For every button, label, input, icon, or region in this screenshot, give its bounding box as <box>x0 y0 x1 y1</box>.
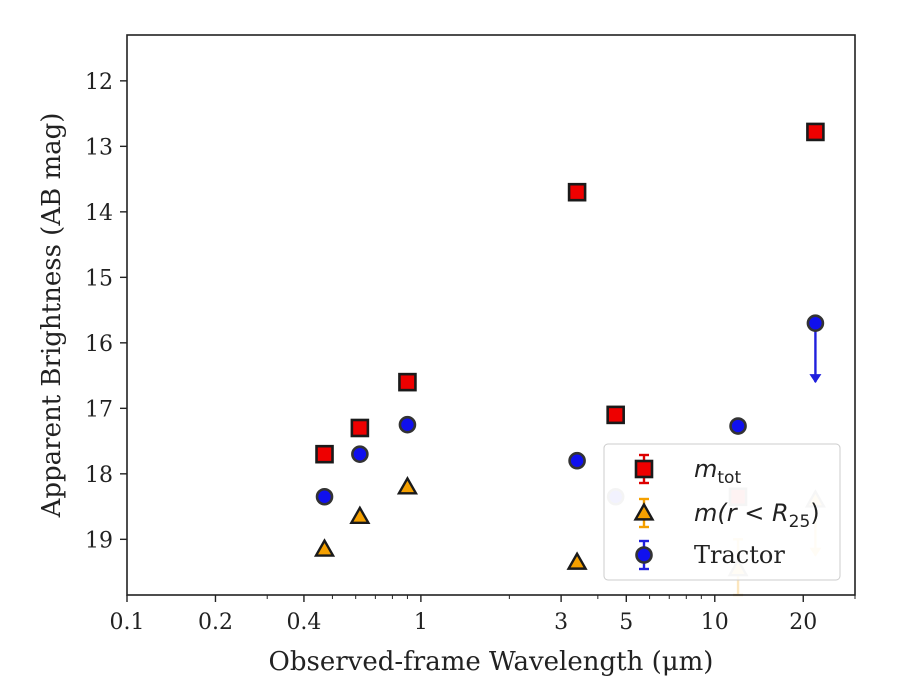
data-point-m_tot <box>606 405 625 425</box>
y-tick-label: 19 <box>85 528 113 553</box>
marker-square <box>350 418 370 438</box>
data-point-m_tot <box>806 122 825 142</box>
upper-limit-arrow <box>809 374 822 384</box>
data-point-m_tot <box>350 418 370 438</box>
data-point-tractor <box>315 487 334 506</box>
marker-triangle <box>566 551 588 570</box>
y-tick-label: 18 <box>85 463 113 488</box>
data-point-m_tot <box>398 372 417 392</box>
marker-triangle <box>396 476 419 495</box>
marker-circle <box>729 417 747 435</box>
y-axis-label: Apparent Brightness (AB mag) <box>37 113 67 519</box>
marker-circle <box>398 415 417 434</box>
marker-triangle <box>313 538 336 557</box>
x-tick-label: 0.4 <box>286 610 321 635</box>
legend-label-m_tot: mtot <box>694 455 741 488</box>
x-tick-label: 10 <box>701 610 729 635</box>
marker-triangle <box>349 505 371 524</box>
y-tick-label: 14 <box>85 201 113 226</box>
x-tick-label: 0.1 <box>110 610 145 635</box>
y-tick-label: 12 <box>85 70 113 95</box>
y-tick-label: 13 <box>85 135 113 160</box>
data-point-m_r25 <box>313 538 336 557</box>
legend-item-m_tot: mtot <box>634 453 741 488</box>
x-tick-label: 20 <box>789 610 817 635</box>
data-point-m_r25 <box>396 476 419 495</box>
x-axis-label: Observed-frame Wavelength (μm) <box>269 647 714 677</box>
marker-circle <box>568 451 586 470</box>
data-point-tractor <box>398 415 417 434</box>
data-point-m_tot <box>567 182 587 202</box>
marker-square <box>315 444 334 464</box>
marker-circle <box>351 445 369 463</box>
marker-square <box>398 372 417 392</box>
data-point-m_r25 <box>566 551 588 570</box>
marker-circle <box>806 314 825 332</box>
data-point-tractor <box>729 417 747 435</box>
x-tick-label: 5 <box>619 610 633 635</box>
legend-box <box>603 443 841 581</box>
x-tick-label: 3 <box>554 610 568 635</box>
legend-item-tractor: Tractor <box>635 539 785 571</box>
legend-marker-circle <box>635 546 653 564</box>
legend: mtot m(r < R25) Tractor <box>603 443 841 581</box>
legend-label-m_r25: m(r < R25) <box>694 499 820 532</box>
legend-marker-triangle <box>633 502 655 521</box>
y-tick-label: 17 <box>85 397 113 422</box>
marker-circle <box>315 487 334 506</box>
data-point-m_tot <box>315 444 334 464</box>
legend-marker-square <box>634 459 654 479</box>
marker-square <box>606 405 625 425</box>
data-point-tractor <box>568 451 586 470</box>
y-tick-label: 16 <box>85 332 113 357</box>
legend-item-m_r25: m(r < R25) <box>633 497 820 532</box>
plot-area-frame <box>126 34 856 596</box>
data-point-tractor <box>806 314 825 384</box>
marker-square <box>567 182 587 202</box>
marker-square <box>806 122 825 142</box>
x-tick-label: 1 <box>414 610 428 635</box>
legend-label-tractor: Tractor <box>694 541 785 569</box>
data-point-tractor <box>351 445 369 463</box>
y-tick-label: 15 <box>85 266 113 291</box>
x-tick-label: 0.2 <box>198 610 233 635</box>
data-point-m_r25 <box>349 505 371 524</box>
